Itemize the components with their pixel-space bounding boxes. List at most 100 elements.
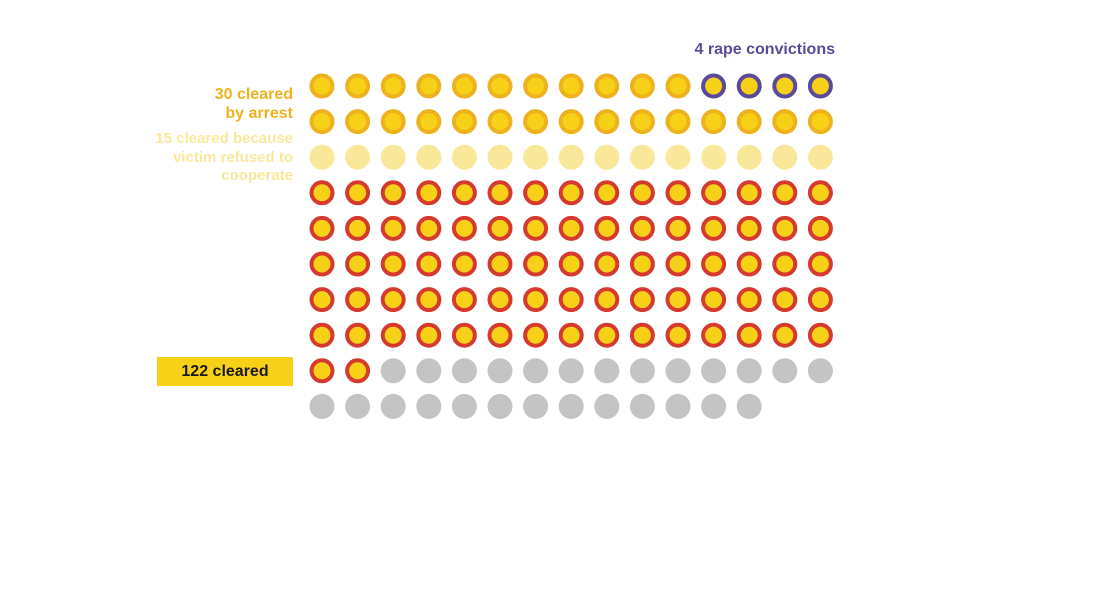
waffle-dot-convictions xyxy=(736,73,762,99)
waffle-dot-arrest xyxy=(629,109,655,135)
waffle-dot-refused xyxy=(736,144,762,170)
waffle-dot-arrest xyxy=(772,109,798,135)
waffle-dot-other_cleared xyxy=(523,287,549,313)
waffle-dot-other_cleared xyxy=(309,322,335,348)
waffle-dot-other_cleared xyxy=(665,215,691,241)
waffle-dot-arrest xyxy=(558,73,584,99)
waffle-dot-other_cleared xyxy=(523,322,549,348)
waffle-dot-not_cleared xyxy=(416,393,442,419)
waffle-dot-not_cleared xyxy=(487,393,513,419)
waffle-dot-other_cleared xyxy=(487,251,513,277)
waffle-dot-arrest xyxy=(665,109,691,135)
waffle-dot-refused xyxy=(665,144,691,170)
waffle-dot-other_cleared xyxy=(629,251,655,277)
waffle-dot-not_cleared xyxy=(309,393,335,419)
waffle-dot-arrest xyxy=(523,109,549,135)
waffle-dot-other_cleared xyxy=(523,251,549,277)
waffle-dot-other_cleared xyxy=(807,287,833,313)
waffle-dot-other_cleared xyxy=(416,287,442,313)
waffle-dot-other_cleared xyxy=(309,358,335,384)
waffle-dot-other_cleared xyxy=(345,251,371,277)
refused-label-line: 15 cleared because xyxy=(155,130,293,147)
waffle-dot-not_cleared xyxy=(451,358,477,384)
waffle-dot-other_cleared xyxy=(665,322,691,348)
waffle-dot-not_cleared xyxy=(629,358,655,384)
waffle-dot-refused xyxy=(487,144,513,170)
waffle-dot-arrest xyxy=(345,109,371,135)
waffle-dot-convictions xyxy=(772,73,798,99)
waffle-dot-refused xyxy=(380,144,406,170)
waffle-dot-not_cleared xyxy=(380,358,406,384)
waffle-dot-other_cleared xyxy=(807,215,833,241)
waffle-dot-other_cleared xyxy=(451,322,477,348)
waffle-dot-other_cleared xyxy=(665,287,691,313)
waffle-dot-other_cleared xyxy=(416,215,442,241)
waffle-dot-arrest xyxy=(416,73,442,99)
waffle-dot-other_cleared xyxy=(807,251,833,277)
waffle-dot-other_cleared xyxy=(309,180,335,206)
waffle-dot-other_cleared xyxy=(451,287,477,313)
waffle-dot-convictions xyxy=(807,73,833,99)
waffle-dot-other_cleared xyxy=(380,180,406,206)
waffle-dot-not_cleared xyxy=(416,358,442,384)
waffle-dot-not_cleared xyxy=(665,393,691,419)
waffle-dot-not_cleared xyxy=(558,393,584,419)
waffle-dot-other_cleared xyxy=(345,322,371,348)
refused-label-line: cooperate xyxy=(221,167,293,184)
waffle-dot-other_cleared xyxy=(701,287,727,313)
waffle-dot-other_cleared xyxy=(665,251,691,277)
waffle-dot-other_cleared xyxy=(487,215,513,241)
waffle-dot-other_cleared xyxy=(701,215,727,241)
waffle-dot-other_cleared xyxy=(345,287,371,313)
waffle-dot-other_cleared xyxy=(629,322,655,348)
waffle-dot-refused xyxy=(345,144,371,170)
arrest-label-line: 30 cleared xyxy=(214,86,293,103)
waffle-dot-arrest xyxy=(736,109,762,135)
waffle-dot-other_cleared xyxy=(665,180,691,206)
waffle-dot-arrest xyxy=(594,73,620,99)
waffle-dot-arrest xyxy=(380,73,406,99)
waffle-dot-arrest xyxy=(523,73,549,99)
waffle-dot-other_cleared xyxy=(487,322,513,348)
waffle-dot-other_cleared xyxy=(629,287,655,313)
waffle-dot-refused xyxy=(701,144,727,170)
waffle-dot-arrest xyxy=(345,73,371,99)
waffle-dot-other_cleared xyxy=(629,215,655,241)
waffle-dot-refused xyxy=(416,144,442,170)
waffle-dot-other_cleared xyxy=(558,215,584,241)
waffle-dot-other_cleared xyxy=(309,251,335,277)
waffle-dot-not_cleared xyxy=(807,358,833,384)
waffle-dot-other_cleared xyxy=(772,251,798,277)
waffle-dot-other_cleared xyxy=(807,180,833,206)
waffle-dot-not_cleared xyxy=(594,358,620,384)
waffle-dot-other_cleared xyxy=(736,215,762,241)
waffle-dot-refused xyxy=(629,144,655,170)
waffle-dot-other_cleared xyxy=(594,251,620,277)
waffle-dot-not_cleared xyxy=(665,358,691,384)
waffle-dot-arrest xyxy=(416,109,442,135)
waffle-dot-other_cleared xyxy=(451,251,477,277)
waffle-dot-arrest xyxy=(665,73,691,99)
waffle-dot-other_cleared xyxy=(558,287,584,313)
waffle-dot-other_cleared xyxy=(772,287,798,313)
waffle-dot-other_cleared xyxy=(772,215,798,241)
waffle-dot-refused xyxy=(523,144,549,170)
waffle-dot-not_cleared xyxy=(345,393,371,419)
waffle-dot-arrest xyxy=(309,73,335,99)
waffle-dot-other_cleared xyxy=(523,215,549,241)
waffle-dot-refused xyxy=(594,144,620,170)
waffle-dot-arrest xyxy=(629,73,655,99)
waffle-dot-refused xyxy=(309,144,335,170)
waffle-dot-not_cleared xyxy=(736,358,762,384)
cleared-total-badge: 122 cleared xyxy=(157,357,293,386)
waffle-dot-other_cleared xyxy=(309,215,335,241)
waffle-dot-not_cleared xyxy=(558,358,584,384)
arrest-label: 30 cleared by arrest xyxy=(120,85,293,123)
waffle-dot-convictions xyxy=(701,73,727,99)
waffle-dot-other_cleared xyxy=(309,287,335,313)
waffle-dot-not_cleared xyxy=(736,393,762,419)
waffle-dot-other_cleared xyxy=(594,215,620,241)
waffle-dot-other_cleared xyxy=(558,180,584,206)
